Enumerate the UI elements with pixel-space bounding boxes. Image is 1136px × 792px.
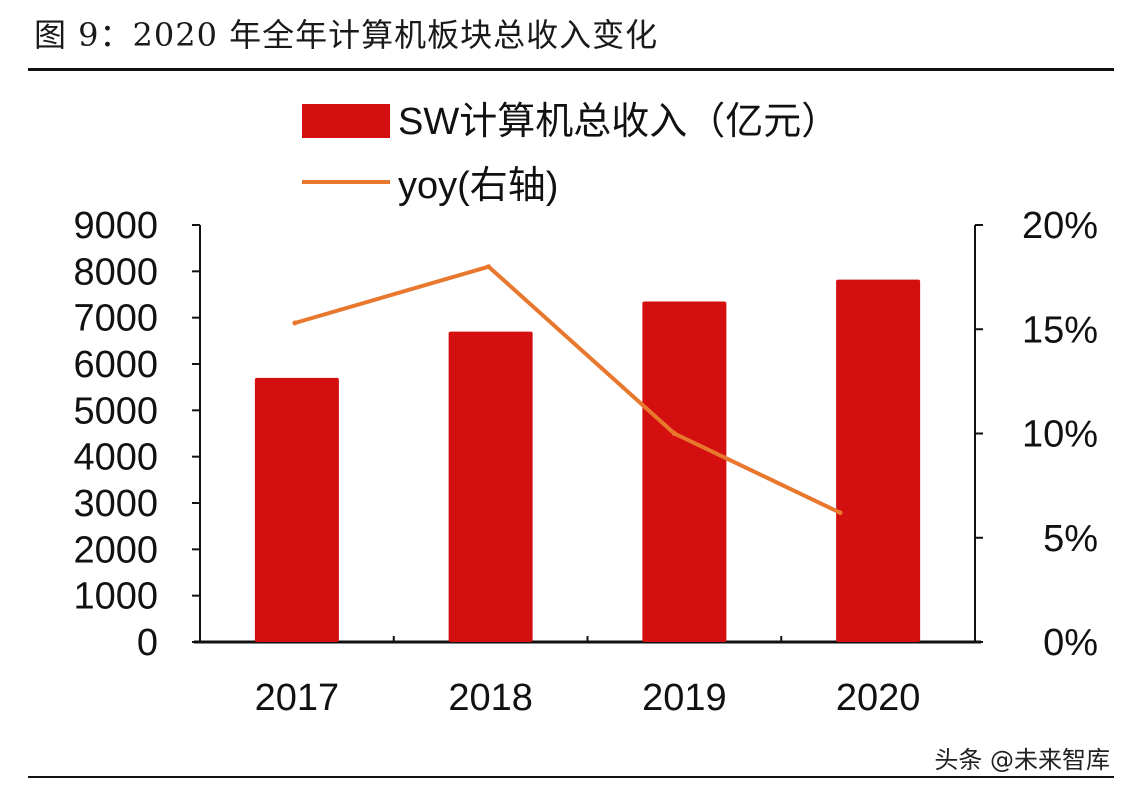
right-tick-label: 20% bbox=[1022, 205, 1098, 247]
yoy-point-2018 bbox=[486, 264, 492, 270]
bar-2019 bbox=[642, 301, 727, 642]
x-tick-label: 2019 bbox=[642, 677, 727, 719]
yoy-point-2019 bbox=[671, 431, 677, 436]
legend: SW计算机总收入（亿元） yoy(右轴) bbox=[302, 101, 839, 207]
right-tick-label: 5% bbox=[1043, 518, 1098, 560]
yoy-point-2017 bbox=[292, 320, 298, 326]
left-tick-label: 7000 bbox=[73, 298, 158, 340]
left-tick-label: 0 bbox=[137, 622, 158, 664]
bar-2017 bbox=[254, 377, 339, 642]
right-tick-label: 10% bbox=[1022, 414, 1098, 456]
x-tick-label: 2018 bbox=[448, 677, 533, 719]
right-tick-label: 0% bbox=[1043, 622, 1098, 664]
left-tick-label: 4000 bbox=[73, 437, 158, 479]
watermark: 头条 @未来智库 bbox=[934, 746, 1110, 774]
x-tick-label: 2017 bbox=[255, 677, 340, 719]
yoy-point-2020 bbox=[837, 510, 843, 516]
x-tick-label: 2020 bbox=[836, 677, 921, 719]
left-tick-label: 1000 bbox=[73, 576, 158, 618]
left-tick-label: 5000 bbox=[73, 390, 158, 432]
bars bbox=[254, 279, 921, 642]
bar-2018 bbox=[448, 331, 533, 642]
left-tick-label: 6000 bbox=[73, 344, 158, 386]
legend-line-label: yoy(右轴) bbox=[398, 165, 558, 207]
bottom-rule bbox=[28, 776, 1114, 778]
page-title: 图 9：2020 年全年计算机板块总收入变化 bbox=[34, 16, 659, 54]
left-tick-label: 2000 bbox=[73, 529, 158, 571]
legend-bar-label: SW计算机总收入（亿元） bbox=[398, 101, 839, 143]
left-tick-label: 3000 bbox=[73, 483, 158, 525]
top-rule bbox=[28, 68, 1114, 71]
right-tick-label: 15% bbox=[1022, 309, 1098, 351]
bar-2020 bbox=[836, 279, 921, 642]
yoy-line-group bbox=[292, 264, 843, 516]
yoy-line bbox=[292, 264, 843, 515]
left-tick-label: 8000 bbox=[73, 251, 158, 293]
legend-bar-swatch bbox=[302, 104, 390, 138]
left-tick-label: 9000 bbox=[73, 205, 158, 247]
